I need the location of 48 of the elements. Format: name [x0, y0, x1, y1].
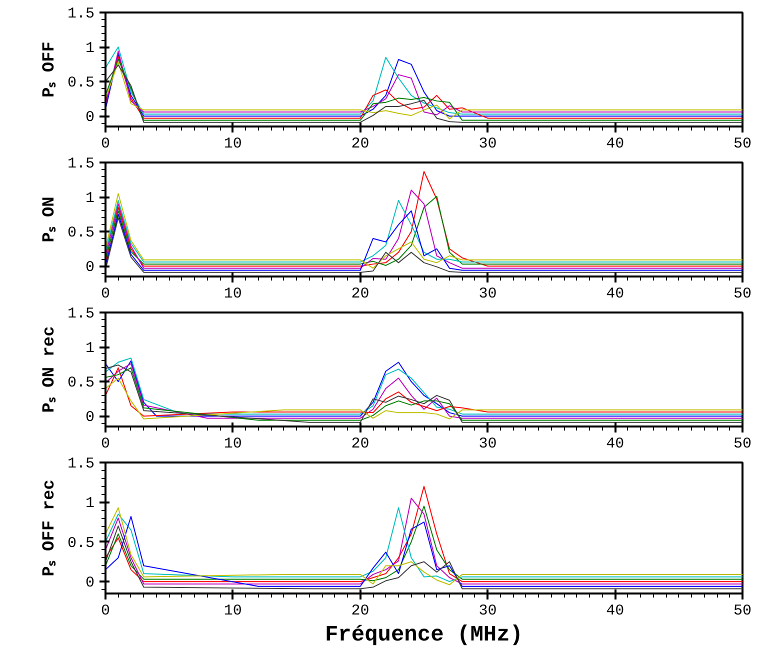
- line-series: [106, 526, 742, 590]
- x-tick-label: 40: [606, 136, 624, 152]
- x-tick-label: 50: [734, 136, 752, 152]
- x-tick-label: 0: [101, 602, 110, 620]
- line-series: [106, 170, 742, 267]
- y-tick-label: 0.5: [67, 74, 95, 92]
- x-tick-label: 40: [606, 602, 624, 620]
- y-tick-label: 1: [86, 495, 95, 512]
- y-tick-label: 1: [86, 340, 95, 358]
- x-tick-label: 20: [351, 436, 370, 452]
- y-tick-label: 0.5: [67, 374, 95, 392]
- y-tick-label: 0.5: [67, 534, 95, 552]
- x-tick-label: 10: [224, 602, 242, 620]
- x-tick-label: 20: [351, 286, 370, 302]
- x-tick-label: 10: [224, 286, 242, 302]
- line-series: [106, 378, 742, 420]
- y-tick-label: 0.5: [67, 224, 95, 242]
- x-tick-label: 30: [478, 602, 497, 620]
- y-axis-title: Pₛ ON rec: [40, 326, 60, 413]
- y-tick-label: 1.5: [67, 456, 95, 472]
- y-axis-title: Pₛ OFF rec: [40, 480, 60, 576]
- y-tick-label: 0: [86, 109, 95, 126]
- x-axis-title: Fréquence (MHz): [324, 622, 524, 648]
- x-tick-label: 20: [351, 602, 370, 620]
- x-tick-label: 0: [101, 286, 110, 302]
- x-tick-label: 40: [606, 286, 624, 302]
- x-tick-label: 10: [224, 436, 242, 452]
- y-tick-label: 1: [86, 40, 95, 58]
- x-tick-label: 30: [478, 436, 497, 452]
- y-tick-label: 0: [86, 259, 95, 276]
- x-tick-label: 10: [224, 136, 242, 152]
- x-tick-label: 40: [606, 436, 624, 452]
- y-tick-label: 0: [86, 409, 95, 426]
- x-tick-label: 50: [734, 286, 752, 302]
- y-tick-label: 1.5: [67, 6, 95, 22]
- x-tick-label: 30: [478, 136, 497, 152]
- y-tick-label: 1.5: [67, 306, 95, 322]
- x-tick-label: 50: [734, 436, 752, 452]
- y-tick-label: 0: [86, 574, 95, 592]
- y-axis-title: Pₛ OFF: [40, 41, 60, 98]
- x-tick-label: 30: [478, 286, 497, 302]
- x-tick-label: 0: [101, 436, 110, 452]
- x-tick-label: 20: [351, 136, 370, 152]
- x-tick-label: 0: [101, 136, 110, 152]
- y-axis-title: Pₛ ON: [40, 196, 60, 242]
- y-tick-label: 1: [86, 190, 95, 208]
- y-tick-label: 1.5: [67, 156, 95, 172]
- x-tick-label: 50: [734, 602, 752, 620]
